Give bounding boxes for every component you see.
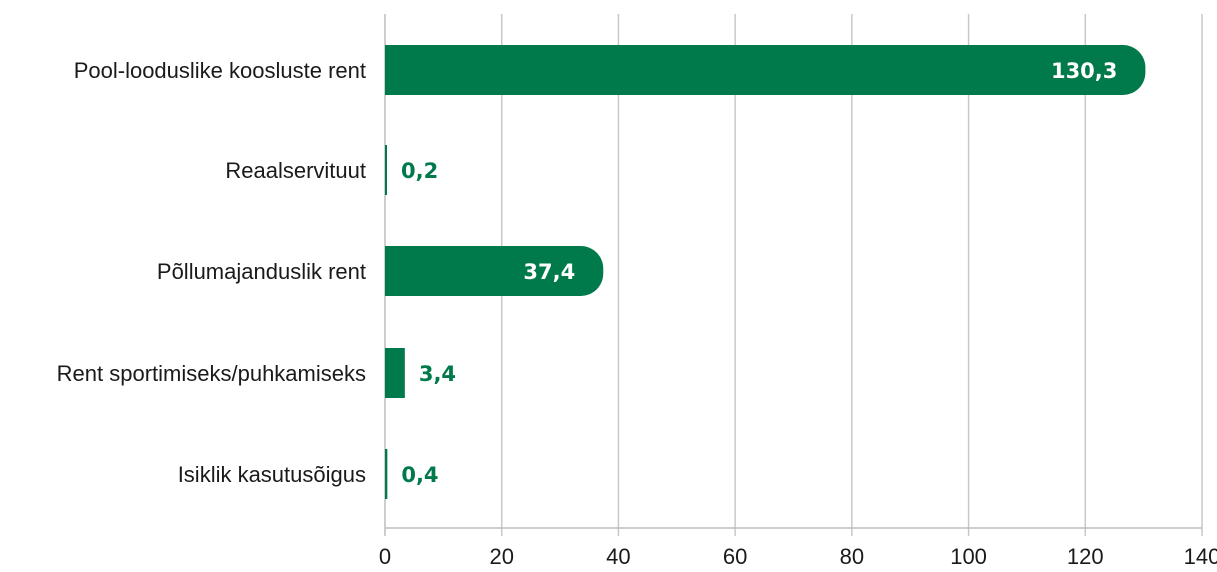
value-labels: 130,3 0,2 37,4 3,4 0,4 [401, 59, 1117, 487]
x-tick-label: 20 [489, 544, 513, 569]
value-label: 3,4 [419, 362, 456, 386]
value-label: 130,3 [1051, 59, 1117, 83]
x-tick-label: 140 [1184, 544, 1217, 569]
bar [385, 449, 388, 499]
category-label: Isiklik kasutusõigus [178, 462, 366, 487]
value-label: 0,2 [401, 159, 438, 183]
x-tick-label: 100 [950, 544, 987, 569]
gridlines [384, 14, 1203, 536]
value-label: 0,4 [401, 463, 438, 487]
x-tick-label: 0 [379, 544, 391, 569]
x-tick-label: 40 [606, 544, 630, 569]
x-axis-ticks: 0 20 40 60 80 100 120 140 [379, 544, 1217, 569]
bars [385, 45, 1146, 499]
category-label: Rent sportimiseks/puhkamiseks [57, 361, 366, 386]
category-label: Pool-looduslike koosluste rent [74, 58, 366, 83]
x-tick-label: 60 [723, 544, 747, 569]
bar [385, 348, 405, 398]
bar [385, 246, 604, 296]
category-label: Põllumajanduslik rent [157, 259, 366, 284]
category-labels: Pool-looduslike koosluste rent Reaalservi… [57, 58, 366, 487]
x-tick-label: 80 [840, 544, 864, 569]
bar [385, 45, 1146, 95]
bar [385, 145, 387, 195]
value-label: 37,4 [523, 260, 575, 284]
x-tick-label: 120 [1067, 544, 1104, 569]
category-label: Reaalservituut [225, 158, 366, 183]
